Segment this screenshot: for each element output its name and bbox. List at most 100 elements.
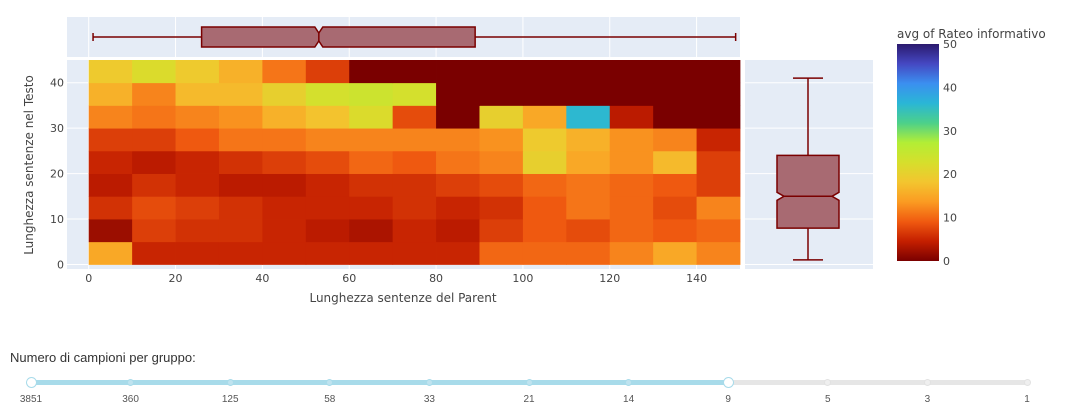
heatmap-cell[interactable] [436, 105, 480, 129]
slider-step[interactable] [425, 379, 433, 386]
heatmap-cell[interactable] [479, 219, 524, 243]
heatmap-cell[interactable] [175, 150, 220, 174]
heatmap-cell[interactable] [349, 60, 394, 84]
heatmap-cell[interactable] [218, 128, 263, 152]
heatmap-cell[interactable] [522, 219, 567, 243]
heatmap-cell[interactable] [218, 60, 263, 84]
heatmap-cell[interactable] [566, 105, 611, 129]
heatmap-cell[interactable] [262, 173, 307, 197]
heatmap-cell[interactable] [262, 82, 307, 106]
heatmap-cell[interactable] [88, 60, 133, 84]
heatmap-cell[interactable] [175, 241, 220, 265]
heatmap-cell[interactable] [392, 150, 437, 174]
heatmap-cell[interactable] [392, 82, 437, 106]
colorbar[interactable] [897, 44, 939, 261]
heatmap-cell[interactable] [609, 241, 654, 265]
heatmap-cell[interactable] [132, 60, 176, 84]
heatmap-cell[interactable] [88, 241, 133, 265]
heatmap-cell[interactable] [392, 105, 437, 129]
heatmap-cell[interactable] [696, 196, 741, 220]
heatmap-cell[interactable] [349, 196, 394, 220]
heatmap-cell[interactable] [479, 241, 524, 265]
slider-step[interactable] [1023, 379, 1031, 386]
heatmap-cell[interactable] [218, 173, 263, 197]
heatmap-cell[interactable] [262, 105, 307, 129]
heatmap-cell[interactable] [305, 196, 350, 220]
slider-step[interactable] [326, 379, 334, 386]
heatmap-cell[interactable] [522, 82, 567, 106]
heatmap-cell[interactable] [175, 173, 220, 197]
heatmap-cell[interactable] [566, 219, 611, 243]
heatmap-cell[interactable] [262, 241, 307, 265]
heatmap-cell[interactable] [479, 196, 524, 220]
heatmap-cell[interactable] [522, 173, 567, 197]
heatmap-cell[interactable] [522, 150, 567, 174]
heatmap-cell[interactable] [262, 196, 307, 220]
heatmap-cell[interactable] [262, 150, 307, 174]
heatmap-cell[interactable] [392, 60, 437, 84]
heatmap-cell[interactable] [436, 82, 480, 106]
heatmap-cell[interactable] [262, 128, 307, 152]
heatmap-cell[interactable] [132, 173, 176, 197]
heatmap-cell[interactable] [479, 150, 524, 174]
heatmap-cell[interactable] [349, 241, 394, 265]
heatmap-cell[interactable] [522, 241, 567, 265]
heatmap-cell[interactable] [566, 196, 611, 220]
heatmap-cell[interactable] [479, 82, 524, 106]
heatmap-cell[interactable] [218, 82, 263, 106]
heatmap-cell[interactable] [132, 241, 176, 265]
box-body[interactable] [776, 154, 840, 229]
heatmap-cell[interactable] [609, 82, 654, 106]
heatmap-cell[interactable] [653, 173, 697, 197]
heatmap-cell[interactable] [653, 82, 697, 106]
heatmap-cell[interactable] [696, 173, 741, 197]
heatmap-cell[interactable] [392, 219, 437, 243]
heatmap-cell[interactable] [349, 105, 394, 129]
heatmap-cell[interactable] [566, 150, 611, 174]
heatmap-cell[interactable] [566, 173, 611, 197]
heatmap-cell[interactable] [132, 196, 176, 220]
heatmap-cell[interactable] [436, 173, 480, 197]
heatmap-cell[interactable] [696, 150, 741, 174]
heatmap-cell[interactable] [696, 219, 741, 243]
heatmap-cell[interactable] [349, 82, 394, 106]
heatmap-cell[interactable] [88, 196, 133, 220]
heatmap-cell[interactable] [566, 60, 611, 84]
heatmap-cell[interactable] [522, 105, 567, 129]
heatmap-cell[interactable] [349, 128, 394, 152]
heatmap-cell[interactable] [392, 128, 437, 152]
heatmap-cell[interactable] [609, 105, 654, 129]
slider-step[interactable] [824, 379, 832, 386]
heatmap-cell[interactable] [436, 60, 480, 84]
heatmap-cell[interactable] [88, 82, 133, 106]
heatmap-cell[interactable] [522, 60, 567, 84]
slider-step[interactable] [127, 379, 135, 386]
slider-handle[interactable] [722, 377, 734, 388]
heatmap-cell[interactable] [609, 128, 654, 152]
heatmap-cell[interactable] [696, 82, 741, 106]
heatmap-cell[interactable] [653, 219, 697, 243]
heatmap-cell[interactable] [132, 105, 176, 129]
heatmap-cell[interactable] [218, 241, 263, 265]
box-body[interactable] [200, 26, 476, 48]
heatmap-cell[interactable] [436, 196, 480, 220]
heatmap-cell[interactable] [262, 60, 307, 84]
heatmap-cell[interactable] [218, 150, 263, 174]
heatmap-cells[interactable] [88, 60, 741, 265]
heatmap-cell[interactable] [436, 150, 480, 174]
heatmap-cell[interactable] [175, 219, 220, 243]
heatmap-cell[interactable] [349, 173, 394, 197]
heatmap-cell[interactable] [653, 150, 697, 174]
marginal-y-boxplot[interactable] [776, 77, 840, 261]
heatmap-cell[interactable] [305, 82, 350, 106]
heatmap-cell[interactable] [479, 128, 524, 152]
heatmap-cell[interactable] [566, 128, 611, 152]
heatmap-cell[interactable] [392, 196, 437, 220]
heatmap-cell[interactable] [436, 241, 480, 265]
heatmap-cell[interactable] [305, 60, 350, 84]
heatmap-cell[interactable] [522, 128, 567, 152]
sample-size-slider[interactable]: Numero di campioni per gruppo: 3851 360 12… [0, 342, 1065, 417]
heatmap-cell[interactable] [305, 219, 350, 243]
heatmap-cell[interactable] [305, 241, 350, 265]
heatmap-cell[interactable] [392, 241, 437, 265]
